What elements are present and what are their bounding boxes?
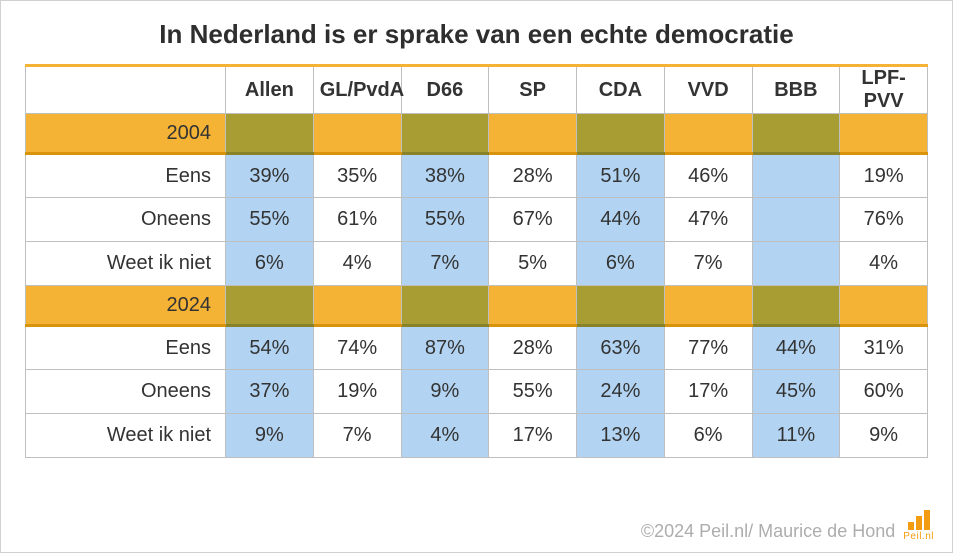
- data-cell: 35%: [313, 154, 401, 198]
- col-header: VVD: [664, 66, 752, 114]
- row-label: Eens: [26, 326, 226, 370]
- data-cell: 5%: [489, 242, 577, 286]
- logo-bars-icon: [908, 510, 930, 530]
- copyright-text: ©2024 Peil.nl/ Maurice de Hond: [641, 521, 895, 542]
- data-cell: 54%: [226, 326, 314, 370]
- year-label: 2024: [26, 286, 226, 326]
- data-cell: 55%: [226, 198, 314, 242]
- table-row: Weet ik niet6%4%7%5%6%7%4%: [26, 242, 928, 286]
- data-cell: 7%: [401, 242, 489, 286]
- year-cell: [840, 286, 928, 326]
- col-header: SP: [489, 66, 577, 114]
- year-cell: [752, 114, 840, 154]
- row-label: Eens: [26, 154, 226, 198]
- year-cell: [226, 286, 314, 326]
- data-cell: 77%: [664, 326, 752, 370]
- data-cell: 39%: [226, 154, 314, 198]
- data-cell: 37%: [226, 370, 314, 414]
- col-header: GL/PvdA: [313, 66, 401, 114]
- data-cell: 9%: [840, 414, 928, 458]
- data-cell: 24%: [577, 370, 665, 414]
- year-label: 2004: [26, 114, 226, 154]
- data-cell: 9%: [226, 414, 314, 458]
- data-cell: [752, 242, 840, 286]
- data-cell: 13%: [577, 414, 665, 458]
- row-label: Weet ik niet: [26, 242, 226, 286]
- year-row: 2024: [26, 286, 928, 326]
- row-label: Oneens: [26, 370, 226, 414]
- data-cell: 45%: [752, 370, 840, 414]
- year-cell: [577, 114, 665, 154]
- year-cell: [489, 114, 577, 154]
- data-cell: 63%: [577, 326, 665, 370]
- table-row: Oneens55%61%55%67%44%47%76%: [26, 198, 928, 242]
- data-cell: 67%: [489, 198, 577, 242]
- data-cell: 4%: [401, 414, 489, 458]
- data-cell: [752, 154, 840, 198]
- table-row: Oneens37%19%9%55%24%17%45%60%: [26, 370, 928, 414]
- col-header: CDA: [577, 66, 665, 114]
- data-cell: 61%: [313, 198, 401, 242]
- col-header: Allen: [226, 66, 314, 114]
- header-row: Allen GL/PvdA D66 SP CDA VVD BBB LPF-PVV: [26, 66, 928, 114]
- data-cell: 4%: [840, 242, 928, 286]
- data-cell: 51%: [577, 154, 665, 198]
- data-cell: 55%: [401, 198, 489, 242]
- col-header: LPF-PVV: [840, 66, 928, 114]
- row-label: Oneens: [26, 198, 226, 242]
- year-cell: [489, 286, 577, 326]
- data-cell: 28%: [489, 326, 577, 370]
- data-cell: 19%: [840, 154, 928, 198]
- data-cell: 87%: [401, 326, 489, 370]
- table-body: 2004Eens39%35%38%28%51%46%19%Oneens55%61…: [26, 114, 928, 458]
- logo-text: Peil.nl: [903, 531, 934, 542]
- data-cell: 46%: [664, 154, 752, 198]
- data-cell: 11%: [752, 414, 840, 458]
- row-label: Weet ik niet: [26, 414, 226, 458]
- col-header: BBB: [752, 66, 840, 114]
- data-cell: 19%: [313, 370, 401, 414]
- col-header: D66: [401, 66, 489, 114]
- data-cell: 28%: [489, 154, 577, 198]
- data-cell: 47%: [664, 198, 752, 242]
- data-cell: 44%: [752, 326, 840, 370]
- data-cell: 6%: [226, 242, 314, 286]
- page-title: In Nederland is er sprake van een echte …: [25, 19, 928, 50]
- data-cell: 7%: [664, 242, 752, 286]
- table-row: Weet ik niet9%7%4%17%13%6%11%9%: [26, 414, 928, 458]
- data-cell: 76%: [840, 198, 928, 242]
- year-cell: [664, 114, 752, 154]
- data-cell: 44%: [577, 198, 665, 242]
- data-cell: 60%: [840, 370, 928, 414]
- data-cell: 4%: [313, 242, 401, 286]
- year-row: 2004: [26, 114, 928, 154]
- year-cell: [752, 286, 840, 326]
- peil-logo: Peil.nl: [903, 510, 934, 542]
- year-cell: [577, 286, 665, 326]
- table-frame: In Nederland is er sprake van een echte …: [0, 0, 953, 553]
- data-cell: 17%: [489, 414, 577, 458]
- data-cell: 31%: [840, 326, 928, 370]
- survey-table: Allen GL/PvdA D66 SP CDA VVD BBB LPF-PVV…: [25, 64, 928, 458]
- year-cell: [401, 286, 489, 326]
- data-cell: 74%: [313, 326, 401, 370]
- header-blank: [26, 66, 226, 114]
- footer: ©2024 Peil.nl/ Maurice de Hond Peil.nl: [641, 510, 934, 542]
- data-cell: 55%: [489, 370, 577, 414]
- year-cell: [664, 286, 752, 326]
- data-cell: 17%: [664, 370, 752, 414]
- data-cell: 6%: [577, 242, 665, 286]
- data-cell: 6%: [664, 414, 752, 458]
- table-row: Eens39%35%38%28%51%46% 19%: [26, 154, 928, 198]
- data-cell: [752, 198, 840, 242]
- data-cell: 7%: [313, 414, 401, 458]
- table-row: Eens54%74%87%28%63%77%44%31%: [26, 326, 928, 370]
- data-cell: 9%: [401, 370, 489, 414]
- year-cell: [401, 114, 489, 154]
- year-cell: [226, 114, 314, 154]
- data-cell: 38%: [401, 154, 489, 198]
- year-cell: [313, 286, 401, 326]
- year-cell: [313, 114, 401, 154]
- year-cell: [840, 114, 928, 154]
